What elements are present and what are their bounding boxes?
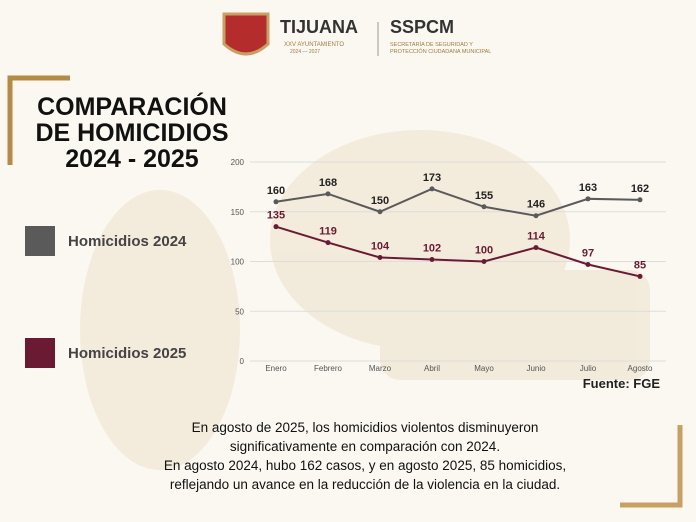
point: [377, 255, 383, 261]
note-line: En agosto de 2025, los homicidios violen…: [192, 420, 539, 435]
x-tick-label: Agosto: [628, 364, 653, 373]
data-label: 114: [527, 231, 546, 243]
point: [481, 204, 487, 210]
legend-swatch: [25, 226, 55, 256]
point: [637, 273, 643, 279]
legend-label: Homicidios 2025: [68, 345, 186, 362]
city: TIJUANA: [280, 17, 358, 37]
bracket: [620, 425, 683, 508]
data-label: 160: [267, 185, 285, 197]
point: [533, 245, 539, 251]
x-tick-label: Enero: [265, 364, 287, 373]
point: [533, 213, 539, 219]
legend-swatch: [25, 338, 55, 368]
data-label: 97: [582, 247, 594, 259]
point: [585, 261, 591, 267]
point: [273, 224, 279, 230]
y-tick-label: 0: [240, 357, 245, 366]
data-label: 102: [423, 243, 441, 255]
data-label: 119: [319, 226, 337, 238]
x-tick-label: Febrero: [314, 364, 343, 373]
point: [429, 257, 435, 263]
agency-line: SECRETARÍA DE SEGURIDAD Y: [390, 41, 473, 48]
chart-title: COMPARACIÓN DE HOMICIDIOS 2024 - 2025: [35, 93, 229, 173]
point: [429, 186, 435, 192]
y-tick-label: 100: [231, 258, 245, 267]
decor: [80, 130, 650, 470]
data-label: 146: [527, 199, 545, 211]
point: [377, 209, 383, 215]
note-line: reflejando un avance en la reducción de …: [170, 477, 560, 492]
data-label: 85: [634, 259, 646, 271]
point: [325, 191, 331, 197]
term: 2024 — 2027: [290, 49, 320, 55]
y-tick-label: 150: [231, 208, 245, 217]
x-tick-label: Marzo: [369, 364, 392, 373]
y-tick-label: 50: [235, 307, 244, 316]
series-line: [275, 225, 641, 278]
point: [273, 199, 279, 205]
point: [481, 259, 487, 264]
data-label: 100: [475, 245, 493, 257]
data-label: 135: [267, 210, 285, 222]
data-label: 173: [423, 172, 441, 184]
note-line: significativamente en comparación con 20…: [230, 439, 500, 454]
agency: SSPCM: [390, 17, 454, 37]
y-tick-label: 200: [231, 158, 245, 167]
council: XXV AYUNTAMIENTO: [284, 42, 344, 48]
note-line: En agosto 2024, hubo 162 casos, y en ago…: [164, 458, 566, 473]
logo-shield: [222, 12, 270, 56]
x-tick-label: Junio: [526, 364, 546, 373]
bracket: [7, 75, 70, 165]
x-tick-label: Julio: [580, 364, 597, 373]
x-tick-label: Mayo: [474, 364, 494, 373]
data-label: 168: [319, 177, 337, 189]
legend-label: Homicidios 2024: [68, 233, 187, 250]
point: [325, 240, 331, 246]
data-label: 163: [579, 182, 597, 194]
data-label: 155: [475, 190, 493, 202]
x-tick-label: Abril: [424, 364, 440, 373]
agency-line: PROTECCIÓN CIUDADANA MUNICIPAL: [390, 48, 491, 55]
data-label: 150: [371, 195, 389, 207]
point: [585, 196, 591, 202]
series-line: [275, 187, 641, 217]
data-label: 162: [631, 183, 649, 195]
point: [637, 197, 643, 203]
data-label: 104: [371, 241, 390, 253]
source: Fuente: FGE: [583, 376, 661, 391]
